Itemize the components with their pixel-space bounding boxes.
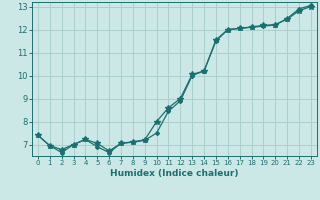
X-axis label: Humidex (Indice chaleur): Humidex (Indice chaleur) (110, 169, 239, 178)
